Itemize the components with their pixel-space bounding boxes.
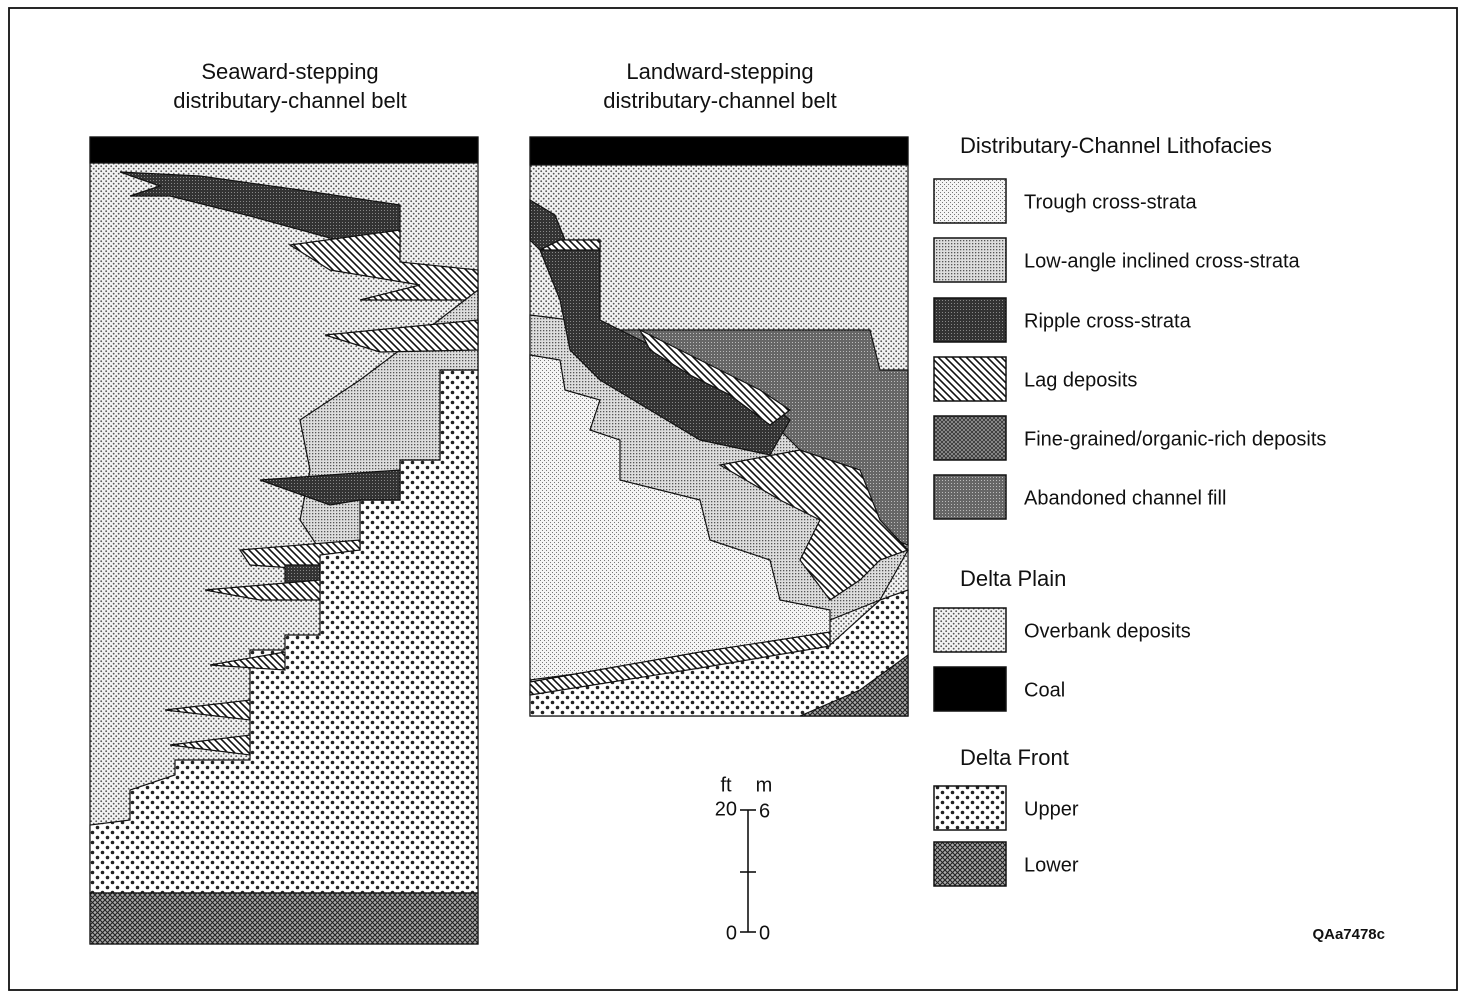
legend-section-title: Delta Plain <box>960 566 1066 591</box>
scale-label: 6 <box>759 800 770 822</box>
legend-label: Lag deposits <box>1024 369 1137 391</box>
legend-label: Fine-grained/organic-rich deposits <box>1024 428 1326 450</box>
legend-swatch <box>933 607 1007 653</box>
scale-label: 0 <box>726 922 737 944</box>
legend-swatch <box>933 356 1007 402</box>
legend-label: Overbank deposits <box>1024 620 1191 642</box>
legend-label: Ripple cross-strata <box>1024 310 1192 332</box>
scale-unit: ft <box>720 774 732 796</box>
legend-swatch <box>933 474 1007 520</box>
panel-title: Landward-stepping <box>626 59 813 84</box>
legend-label: Lower <box>1024 854 1079 876</box>
legend-label: Trough cross-strata <box>1024 191 1198 213</box>
legend-swatch <box>933 297 1007 343</box>
legend-swatch <box>933 666 1007 712</box>
legend-swatch <box>933 785 1007 831</box>
legend-swatch <box>933 841 1007 887</box>
scale-unit: m <box>756 774 773 796</box>
legend-swatch <box>933 237 1007 283</box>
legend-label: Abandoned channel fill <box>1024 487 1226 509</box>
figure-id: QAa7478c <box>1312 926 1385 943</box>
scale-label: 0 <box>759 922 770 944</box>
frame <box>8 7 1458 991</box>
legend-label: Upper <box>1024 798 1079 820</box>
legend-section-title: Delta Front <box>960 745 1069 770</box>
landward-panel <box>529 136 910 717</box>
seaward-panel <box>89 136 479 945</box>
panel-title: Seaward-stepping <box>201 59 378 84</box>
legend-section-title: Distributary-Channel Lithofacies <box>960 133 1272 158</box>
scale-bar <box>740 809 756 933</box>
legend-swatch <box>933 415 1007 461</box>
panel-title: distributary-channel belt <box>173 88 407 113</box>
panel-title: distributary-channel belt <box>603 88 837 113</box>
scale-label: 20 <box>715 798 737 820</box>
legend-label: Low-angle inclined cross-strata <box>1024 250 1301 272</box>
legend-label: Coal <box>1024 679 1065 701</box>
legend-swatch <box>933 178 1007 224</box>
